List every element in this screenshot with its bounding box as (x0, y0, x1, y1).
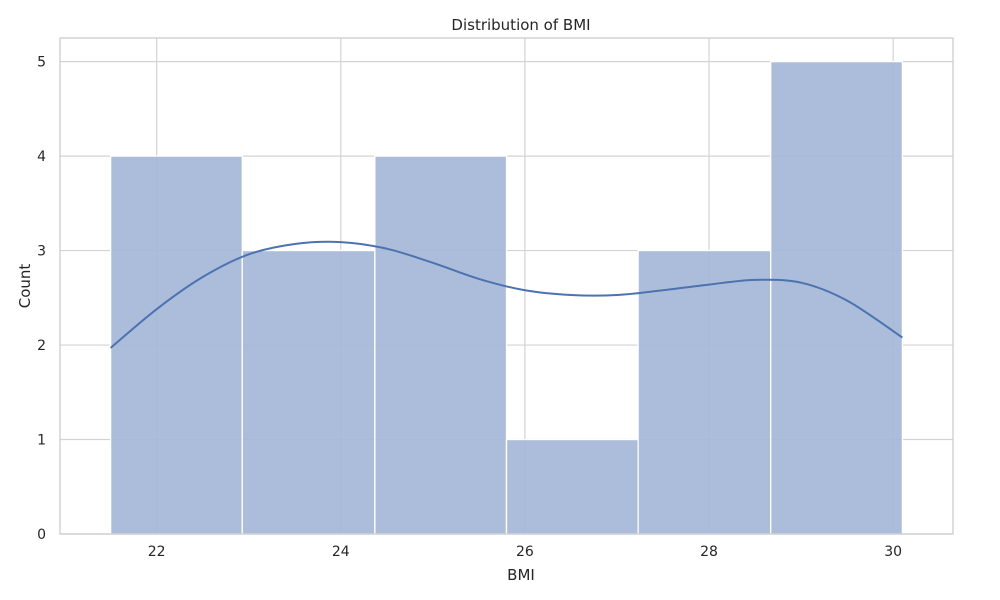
x-tick-label: 28 (700, 544, 718, 560)
histogram-bar (505, 438, 639, 535)
histogram-bar (770, 60, 904, 535)
histogram-bar (374, 155, 508, 535)
y-tick-label: 2 (37, 338, 46, 354)
x-tick-label: 22 (148, 544, 166, 560)
y-tick-label: 4 (37, 149, 46, 165)
x-tick-label: 24 (332, 544, 350, 560)
y-tick-label: 1 (37, 433, 46, 449)
bars-layer (109, 60, 904, 535)
kde-layer (109, 240, 903, 349)
chart-title: Distribution of BMI (451, 16, 590, 34)
y-tick-label: 5 (37, 55, 46, 71)
histogram-bar (109, 155, 243, 535)
y-axis-label: Count (16, 264, 34, 309)
histogram-bar (637, 249, 772, 535)
histogram-bar (241, 249, 376, 535)
y-tick-label: 3 (37, 244, 46, 260)
x-axis-label: BMI (507, 566, 535, 584)
y-tick-label: 0 (37, 527, 46, 543)
plot-frame (59, 37, 954, 535)
tick-labels: 22 24 26 28 30 0 1 2 3 4 5 (37, 55, 902, 560)
x-tick-label: 30 (884, 544, 902, 560)
kde-curve (109, 240, 903, 349)
x-tick-label: 26 (516, 544, 534, 560)
axes-spines (59, 37, 954, 535)
